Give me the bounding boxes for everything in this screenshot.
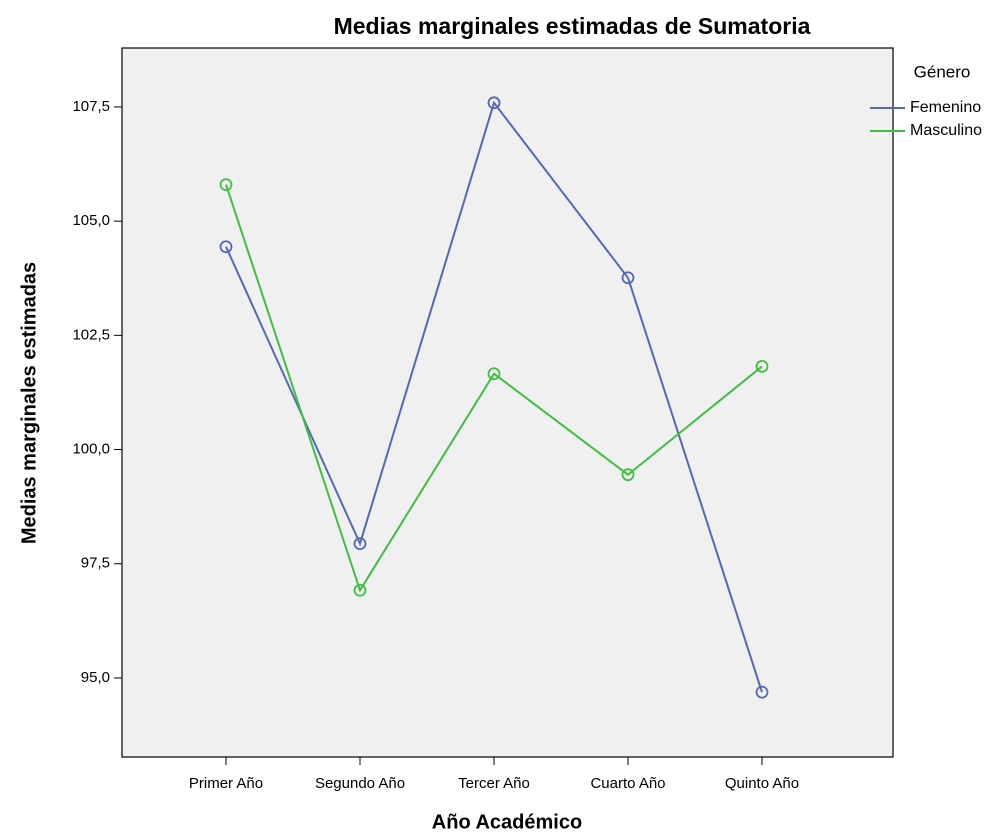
data-point [353, 537, 367, 551]
y-tick-label: 95,0 [81, 669, 110, 686]
data-point [487, 367, 501, 381]
y-tick-label: 107,5 [72, 98, 110, 115]
y-tick-label: 102,5 [72, 326, 110, 343]
series-line [225, 100, 763, 693]
chart-title: Medias marginales estimadas de Sumatoria [334, 13, 811, 39]
data-point [755, 360, 769, 373]
x-tick-label: Tercer Año [458, 775, 530, 792]
legend-title: Género [914, 62, 971, 81]
x-tick-label: Quinto Año [725, 775, 799, 792]
y-axis-label: Medias marginales estimadas [18, 262, 40, 544]
data-point [755, 685, 769, 699]
data-point [487, 96, 501, 110]
y-tick-label: 100,0 [72, 441, 110, 458]
x-tick-label: Cuarto Año [590, 775, 665, 792]
data-point [353, 583, 367, 597]
plot-area [121, 47, 894, 758]
x-tick-label: Segundo Año [315, 775, 405, 792]
y-tick-label: 105,0 [72, 212, 110, 229]
data-point [621, 271, 635, 285]
data-point [219, 178, 233, 191]
series-line [225, 184, 763, 593]
y-tick-label: 97,5 [81, 555, 110, 572]
x-axis-label: Año Académico [432, 811, 582, 833]
data-point [219, 240, 233, 254]
data-point [621, 468, 635, 482]
x-tick-label: Primer Año [189, 775, 263, 792]
legend-label: Masculino [910, 122, 982, 139]
legend-label: Femenino [910, 99, 981, 116]
